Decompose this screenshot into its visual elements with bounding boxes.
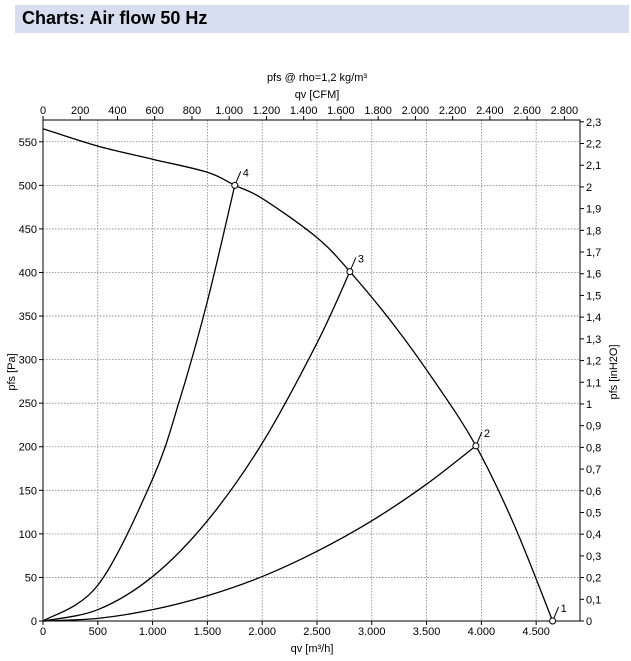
title-bar: Charts: Air flow 50 Hz xyxy=(15,5,629,33)
y2-tick-label: 0,9 xyxy=(586,421,601,433)
x2-tick-label: 0 xyxy=(40,105,46,117)
operating-point-marker xyxy=(231,181,239,189)
axes: 0 500 1.000 1.500 2.000 2.500 3.000 3.500 4.000 4… xyxy=(19,105,602,638)
y2-tick-label: 1,4 xyxy=(586,312,601,324)
grid xyxy=(43,120,580,621)
y2-tick-label: 0 xyxy=(586,616,592,628)
y-tick-label: 100 xyxy=(19,529,37,541)
y2-tick-label: 1,1 xyxy=(586,377,601,389)
y2-tick-label: 1,8 xyxy=(586,225,601,237)
x-tick-label: 4.500 xyxy=(522,626,550,638)
y2-tick-label: 0,5 xyxy=(586,507,601,519)
operating-points: 1 2 3 4 xyxy=(231,167,567,625)
y2-tick-label: 0,8 xyxy=(586,442,601,454)
y-tick-label: 150 xyxy=(19,485,37,497)
x2-tick-label: 400 xyxy=(108,105,126,117)
x-tick-label: 4.000 xyxy=(468,626,496,638)
x2-tick-label: 2.800 xyxy=(551,105,579,117)
operating-point-label: 2 xyxy=(484,428,490,440)
operating-point-label: 1 xyxy=(561,603,567,615)
x2-tick-label: 1.200 xyxy=(253,105,281,117)
y2-tick-label: 0,4 xyxy=(586,529,601,541)
plot-frame xyxy=(42,119,581,622)
y2-tick-label: 1 xyxy=(586,399,592,411)
x-tick-label: 1.000 xyxy=(139,626,167,638)
x2-tick-label: 2.400 xyxy=(476,105,504,117)
x-tick-label: 0 xyxy=(40,626,46,638)
y2-tick-label: 0,6 xyxy=(586,486,601,498)
x-tick-label: 1.500 xyxy=(194,626,222,638)
y2-tick-label: 1,2 xyxy=(586,356,601,368)
y-tick-label: 400 xyxy=(19,267,37,279)
x2-tick-label: 600 xyxy=(146,105,164,117)
system-curve-4 xyxy=(42,185,236,622)
x-tick-label: 3.500 xyxy=(413,626,441,638)
y2-tick-label: 2,3 xyxy=(586,117,601,129)
x-tick-label: 500 xyxy=(89,626,107,638)
y2-tick-label: 0,2 xyxy=(586,573,601,585)
y2-tick-label: 2 xyxy=(586,182,592,194)
system-curve-3 xyxy=(42,271,351,622)
y2-tick-label: 1,3 xyxy=(586,334,601,346)
y2-tick-label: 0,3 xyxy=(586,551,601,563)
operating-point-label: 4 xyxy=(243,167,249,179)
y-tick-label: 350 xyxy=(19,311,37,323)
system-curve-2 xyxy=(42,445,477,622)
x-tick-label: 2.500 xyxy=(303,626,331,638)
x2-tick-label: 1.600 xyxy=(327,105,355,117)
fan-curve xyxy=(42,128,554,622)
page-title: Charts: Air flow 50 Hz xyxy=(22,8,208,28)
x2-tick-label: 2.200 xyxy=(439,105,467,117)
x2-axis-label: qv [CFM] xyxy=(295,89,340,101)
y-tick-label: 500 xyxy=(19,180,37,192)
y2-tick-label: 1,9 xyxy=(586,204,601,216)
x2-tick-label: 1.000 xyxy=(215,105,243,117)
x-tick-label: 3.000 xyxy=(358,626,386,638)
y2-tick-label: 0,1 xyxy=(586,594,601,606)
y2-tick-label: 1,6 xyxy=(586,269,601,281)
operating-point-marker xyxy=(549,617,557,625)
x-axis-label: qv [m³/h] xyxy=(291,643,334,655)
x-tick-label: 2.000 xyxy=(248,626,276,638)
y-tick-label: 250 xyxy=(19,398,37,410)
y-tick-label: 450 xyxy=(19,224,37,236)
y-tick-label: 300 xyxy=(19,355,37,367)
y2-tick-label: 2,2 xyxy=(586,139,601,151)
operating-point-label: 3 xyxy=(358,254,364,266)
chart-title: pfs @ rho=1,2 kg/m³ xyxy=(267,72,367,84)
y2-tick-label: 0,7 xyxy=(586,464,601,476)
y-axis-label: pfs [Pa] xyxy=(6,353,18,390)
y-tick-label: 0 xyxy=(31,616,37,628)
operating-point-marker xyxy=(346,268,354,276)
x2-tick-label: 200 xyxy=(71,105,89,117)
x2-tick-label: 1.800 xyxy=(364,105,392,117)
operating-point-marker xyxy=(472,442,480,450)
y2-tick-label: 1,5 xyxy=(586,290,601,302)
y2-tick-label: 1,7 xyxy=(586,247,601,259)
series-group xyxy=(42,128,554,622)
y-tick-label: 200 xyxy=(19,442,37,454)
y2-tick-label: 2,1 xyxy=(586,160,601,172)
x2-tick-label: 800 xyxy=(183,105,201,117)
x2-tick-label: 2.600 xyxy=(513,105,541,117)
x2-tick-label: 1.400 xyxy=(290,105,318,117)
y-tick-label: 50 xyxy=(25,572,37,584)
y-tick-label: 550 xyxy=(19,137,37,149)
y2-axis-label: pfs [inH2O] xyxy=(608,344,620,399)
x2-tick-label: 2.000 xyxy=(402,105,430,117)
